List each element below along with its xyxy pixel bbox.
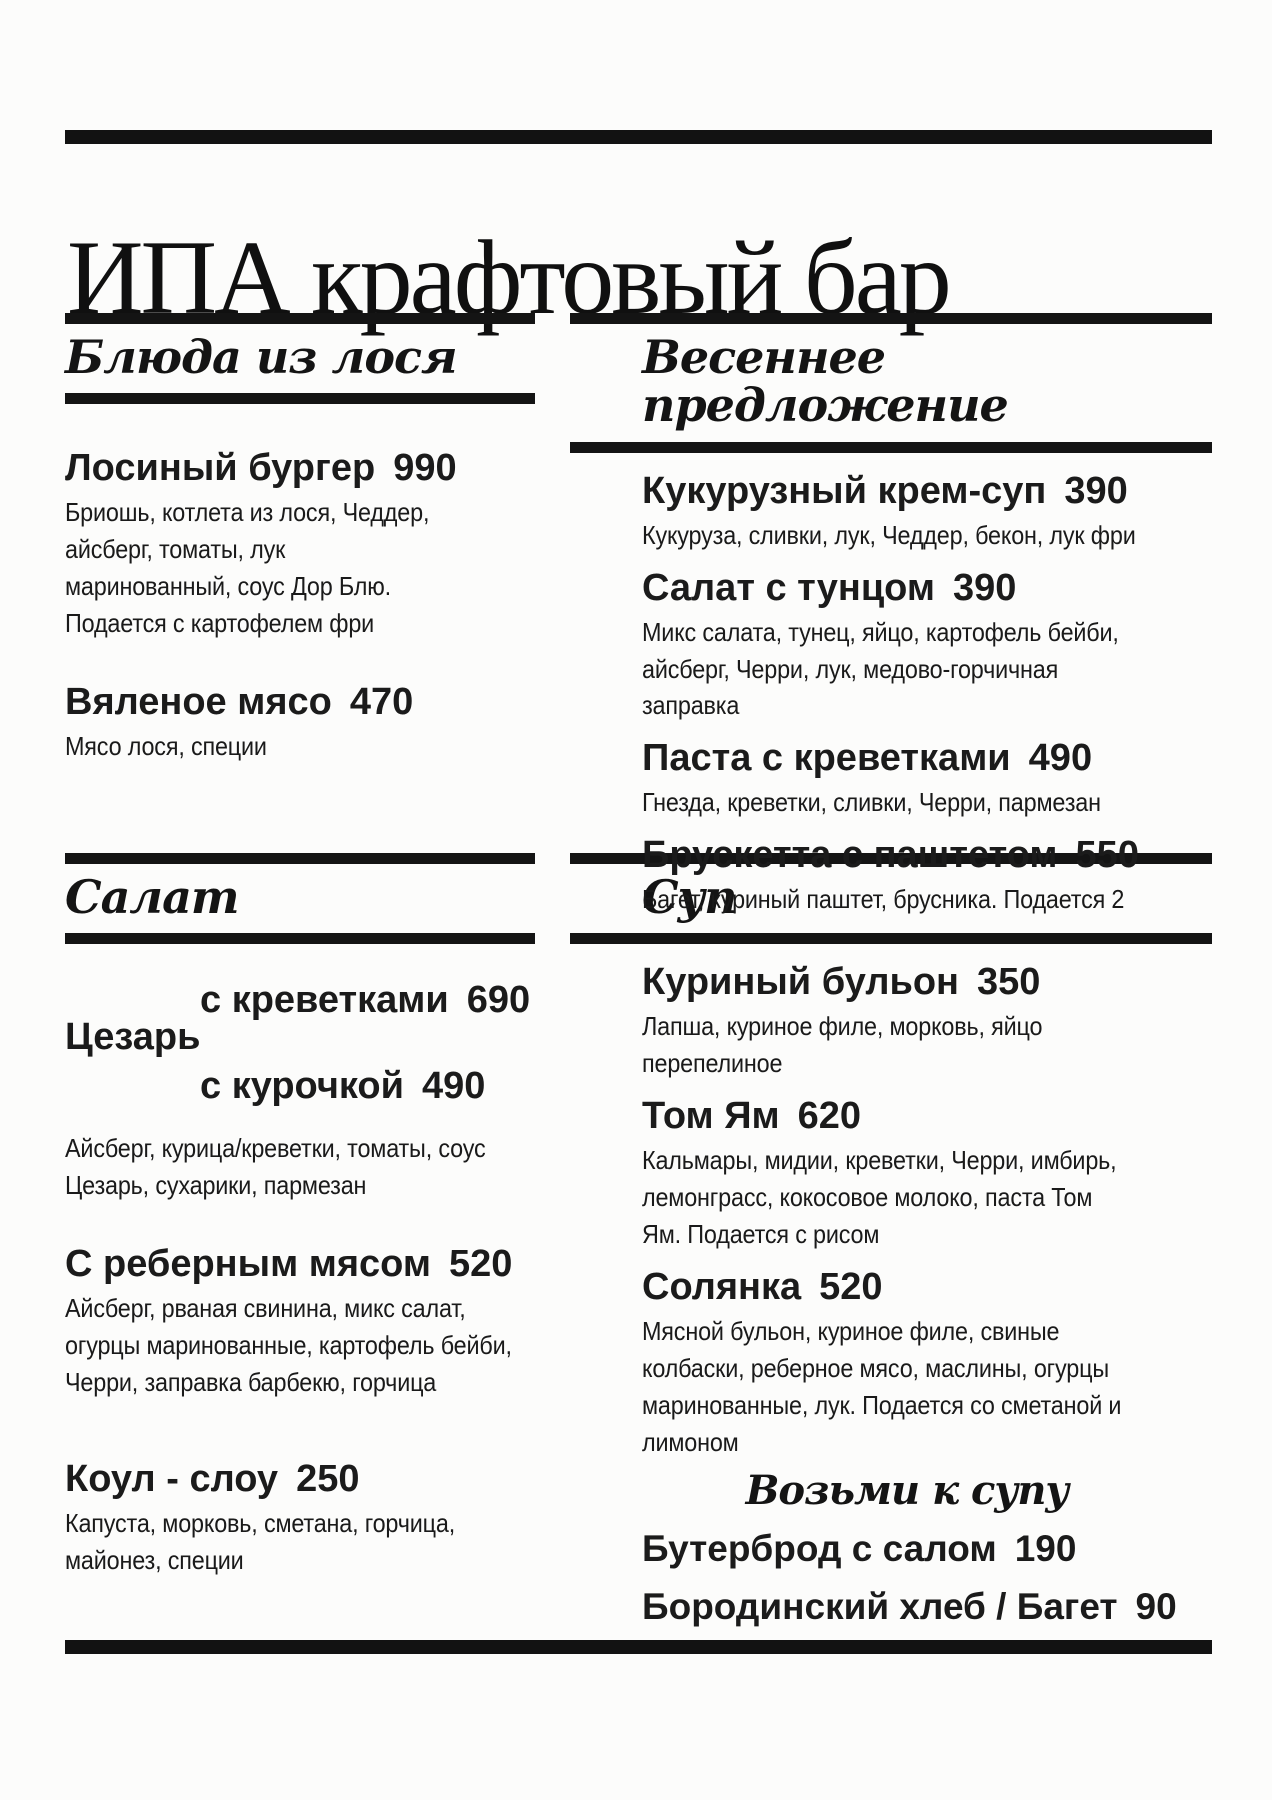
item-description: Гнезда, креветки, сливки, Черри, пармеза…	[642, 787, 1101, 818]
item-description: Айсберг, курица/креветки, томаты, соус Ц…	[65, 1133, 486, 1201]
section-heading-soup: Суп	[642, 870, 738, 924]
item-description: Мясо лося, специи	[65, 731, 267, 762]
menu-inner: ИПА крафтовый бар Блюда из лося Лосиный …	[65, 0, 1212, 1800]
item-name-text: Цезарь	[65, 1016, 201, 1059]
menu-item-name: Бутерброд с салом 190	[642, 1527, 1212, 1571]
item-price: 250	[296, 1458, 360, 1501]
item-name-text: Вяленое мясо	[65, 681, 332, 723]
item-name-text: Солянка	[642, 1265, 802, 1308]
item-name-text: Бородинский хлеб / Багет	[642, 1586, 1118, 1628]
item-name-text: Паста с креветками	[642, 737, 1011, 780]
menu-item: Лосиный бургер 990 Бриошь, котлета из лос…	[65, 446, 535, 642]
menu-item-caesar: Цезарь с креветками 690 с курочкой 490 Айс…	[65, 978, 535, 1204]
divider	[570, 933, 1212, 945]
item-price: 190	[1014, 1527, 1077, 1569]
section-salad: Салат Цезарь с креветками 690 с курочкой 4…	[65, 853, 535, 1579]
menu-item-name: с креветками 690	[200, 978, 535, 1022]
menu-item-name: С реберным мясом 520	[65, 1242, 535, 1286]
menu-item: Куриный бульон 350 Лапша, куриное филе, м…	[642, 960, 1212, 1082]
item-name-text: Кукурузный крем-суп	[642, 469, 1047, 512]
item-price: 390	[953, 566, 1017, 609]
section-body: Лосиный бургер 990 Бриошь, котлета из лос…	[65, 404, 535, 765]
item-name-text: с креветками	[200, 979, 449, 1022]
menu-item-name: Салат с тунцом 390	[642, 566, 1212, 610]
item-price: 550	[1075, 834, 1139, 877]
caesar-options: с креветками 690 с курочкой 490	[200, 978, 535, 1108]
item-price: 490	[421, 1065, 486, 1108]
section-body: Куриный бульон 350 Лапша, куриное филе, м…	[570, 944, 1212, 1629]
menu-item-name: Вяленое мясо 470	[65, 680, 535, 724]
menu-item-name: Лосиный бургер 990	[65, 446, 535, 490]
section-heading-moose: Блюда из лося	[65, 330, 458, 384]
section-body: Кукурузный крем-суп 390 Кукуруза, сливки,…	[570, 453, 1212, 919]
section-body: Цезарь с креветками 690 с курочкой 490 Айс…	[65, 944, 535, 1579]
menu-item-name: Брускетта с паштетом 550	[642, 833, 1212, 877]
item-name-text: Брускетта с паштетом	[642, 834, 1058, 877]
item-description: Мясной бульон, куриное филе, свиные колб…	[642, 1316, 1122, 1457]
menu-item-name: Коул - слоу 250	[65, 1457, 535, 1501]
menu-item: Коул - слоу 250 Капуста, морковь, сметана…	[65, 1457, 535, 1579]
section-heading-spring: Весеннее предложение	[642, 330, 1009, 433]
item-price: 470	[349, 681, 414, 723]
menu-item-name: Паста с креветками 490	[642, 736, 1212, 780]
item-description: Лапша, куриное филе, морковь, яйцо переп…	[642, 1011, 1043, 1079]
item-price: 350	[977, 961, 1041, 1004]
divider	[570, 853, 1212, 864]
menu-item: Вяленое мясо 470 Мясо лося, специи	[65, 680, 535, 765]
menu-item-name: Том Ям 620	[642, 1094, 1212, 1138]
bottom-divider	[65, 1640, 1212, 1654]
item-price: 490	[1028, 737, 1093, 780]
right-column: Весеннее предложение Кукурузный крем-суп…	[570, 313, 1212, 1629]
menu-item: Паста с креветками 490 Гнезда, креветки, …	[642, 736, 1212, 821]
item-description: Микс салата, тунец, яйцо, картофель бейб…	[642, 616, 1119, 721]
menu-columns: Блюда из лося Лосиный бургер 990 Бриошь, …	[65, 313, 1212, 1629]
left-column: Блюда из лося Лосиный бургер 990 Бриошь, …	[65, 313, 535, 1629]
item-name-text: Салат с тунцом	[642, 566, 935, 609]
item-name-text: Бутерброд с салом	[642, 1527, 997, 1569]
item-price: 390	[1064, 469, 1128, 512]
item-price: 520	[819, 1265, 883, 1308]
item-description: Бриошь, котлета из лося, Чеддер, айсберг…	[65, 497, 430, 639]
item-description: Кальмары, мидии, креветки, Черри, имбирь…	[642, 1145, 1117, 1250]
divider	[65, 393, 535, 405]
menu-item-name: Солянка 520	[642, 1265, 1212, 1309]
item-description: Багет, куриный паштет, брусника. Подаетс…	[642, 884, 1125, 915]
divider	[570, 441, 1212, 453]
item-price: 520	[448, 1243, 513, 1286]
item-name-text: Том Ям	[642, 1095, 780, 1138]
menu-item: Салат с тунцом 390 Микс салата, тунец, яй…	[642, 566, 1212, 725]
section-soup: Суп Куриный бульон 350 Лапша, куриное фил…	[570, 853, 1212, 1629]
menu-item: Кукурузный крем-суп 390 Кукуруза, сливки,…	[642, 469, 1212, 554]
menu-item: С реберным мясом 520 Айсберг, рваная свин…	[65, 1242, 535, 1401]
item-name-text: с курочкой	[200, 1065, 404, 1108]
menu-item: Солянка 520 Мясной бульон, куриное филе, …	[642, 1265, 1212, 1461]
item-name-text: Лосиный бургер	[65, 447, 376, 490]
section-spring: Весеннее предложение Кукурузный крем-суп…	[570, 313, 1212, 914]
item-price: 620	[797, 1095, 862, 1138]
section-moose: Блюда из лося Лосиный бургер 990 Бриошь, …	[65, 313, 535, 853]
divider	[65, 933, 535, 945]
item-price: 690	[466, 979, 531, 1022]
item-name-text: Коул - слоу	[65, 1458, 279, 1501]
menu-item-name: с курочкой 490	[200, 1064, 535, 1108]
item-description: Айсберг, рваная свинина, микс салат, огу…	[65, 1293, 512, 1398]
divider	[65, 853, 535, 864]
item-price: 90	[1135, 1586, 1177, 1628]
divider	[570, 313, 1212, 324]
item-name-text: Куриный бульон	[642, 961, 959, 1004]
item-name-text: С реберным мясом	[65, 1243, 431, 1286]
divider	[65, 313, 535, 324]
top-divider	[65, 130, 1212, 144]
item-price: 990	[393, 447, 457, 490]
section-heading-salad: Салат	[65, 870, 240, 924]
upsell-heading: Возьми к супу	[745, 1466, 1070, 1514]
menu-item: Том Ям 620 Кальмары, мидии, креветки, Чер…	[642, 1094, 1212, 1253]
menu-item: Брускетта с паштетом 550 Багет, куриный п…	[642, 833, 1212, 918]
menu-item-name: Бородинский хлеб / Багет 90	[642, 1585, 1212, 1629]
menu-item-name: Куриный бульон 350	[642, 960, 1212, 1004]
item-description: Капуста, морковь, сметана, горчица, майо…	[65, 1508, 456, 1576]
menu-item-name: Кукурузный крем-суп 390	[642, 469, 1212, 513]
item-description: Кукуруза, сливки, лук, Чеддер, бекон, лу…	[642, 519, 1136, 550]
